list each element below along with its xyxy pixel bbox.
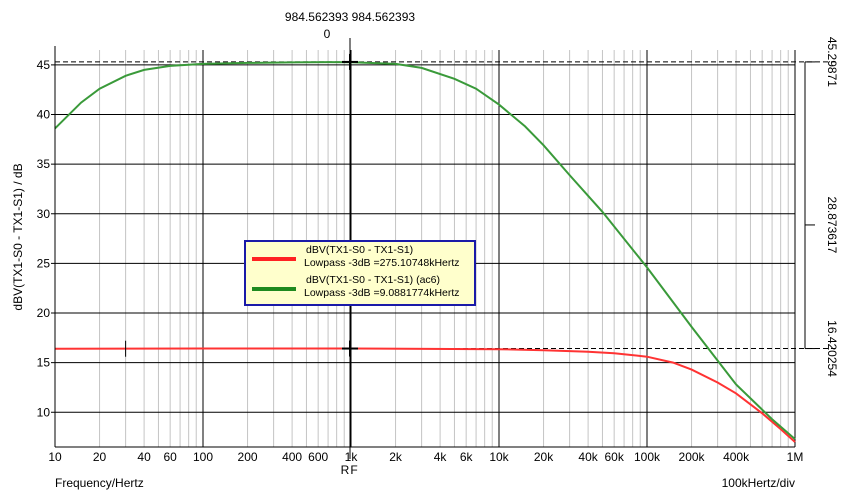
right-axis-label: 16.420254 xyxy=(825,320,839,377)
legend-swatch-series-2 xyxy=(252,287,296,291)
axes: 10 15 20 25 30 35 40 45 10 20 40 60 100 200 400 600 1k 2k… xyxy=(37,37,839,464)
legend-note-series-2: Lowpass -3dB =9.0881774kHertz xyxy=(304,287,460,299)
right-axis-label: 28.873617 xyxy=(825,197,839,254)
x-tick-label: 200 xyxy=(238,450,258,464)
x-tick-label: 600 xyxy=(308,450,328,464)
series-line-1 xyxy=(54,347,796,443)
x-tick-label: 200k xyxy=(679,450,706,464)
x-tick-label: 100k xyxy=(634,450,661,464)
legend-entry-series-1: dBV(TX1-S0 - TX1-S1) Lowpass -3dB =275.1… xyxy=(246,244,474,274)
y-tick-label: 35 xyxy=(37,157,51,171)
cursor-label-f: F xyxy=(350,463,357,477)
legend-swatch-series-1 xyxy=(252,257,296,261)
legend-entry-series-2: dBV(TX1-S0 - TX1-S1) (ac6) Lowpass -3dB … xyxy=(246,274,474,304)
legend-note-series-1: Lowpass -3dB =275.10748kHertz xyxy=(304,257,460,269)
y-tick-label: 40 xyxy=(37,108,51,122)
y-tick-label: 30 xyxy=(37,207,51,221)
x-tick-label: 10k xyxy=(489,450,509,464)
legend-label-series-2: dBV(TX1-S0 - TX1-S1) (ac6) xyxy=(306,274,441,286)
y-tick-label: 15 xyxy=(37,356,51,370)
cursor-delta-readout: 0 xyxy=(324,27,331,41)
x-tick-label: 20 xyxy=(93,450,107,464)
x-tick-label: 100 xyxy=(193,450,213,464)
x-tick-label: 40 xyxy=(137,450,151,464)
x-tick-label: 400k xyxy=(723,450,750,464)
legend[interactable]: dBV(TX1-S0 - TX1-S1) Lowpass -3dB =275.1… xyxy=(244,240,476,306)
x-tick-label: 6k xyxy=(460,450,474,464)
x-tick-label: 400 xyxy=(282,450,302,464)
y-axis-label: dBV(TX1-S0 - TX1-S1) / dB xyxy=(11,163,25,310)
legend-label-series-1: dBV(TX1-S0 - TX1-S1) xyxy=(306,244,414,256)
x-axis-label-left: Frequency/Hertz xyxy=(55,476,144,490)
series-group xyxy=(54,61,796,443)
y-tick-label: 25 xyxy=(37,256,51,270)
x-tick-label: 4k xyxy=(434,450,448,464)
y-tick-label: 10 xyxy=(37,405,51,419)
series-line-2 xyxy=(54,61,796,440)
x-tick-label: 20k xyxy=(534,450,554,464)
x-axis-label-right: 100kHertz/div xyxy=(722,476,795,490)
x-tick-label: 1k xyxy=(345,450,359,464)
y-tick-label: 20 xyxy=(37,306,51,320)
right-axis-label: 45.29871 xyxy=(825,37,839,87)
x-tick-label: 1M xyxy=(787,450,804,464)
y-tick-label: 45 xyxy=(37,58,51,72)
x-tick-label: 2k xyxy=(389,450,403,464)
x-tick-label: 60k xyxy=(604,450,624,464)
x-tick-label: 60 xyxy=(163,450,177,464)
cursor-x-readout: 984.562393 984.562393 xyxy=(285,10,415,24)
x-tick-label: 10 xyxy=(48,450,62,464)
cursor-label-r: R xyxy=(341,463,350,477)
x-tick-label: 40k xyxy=(578,450,598,464)
